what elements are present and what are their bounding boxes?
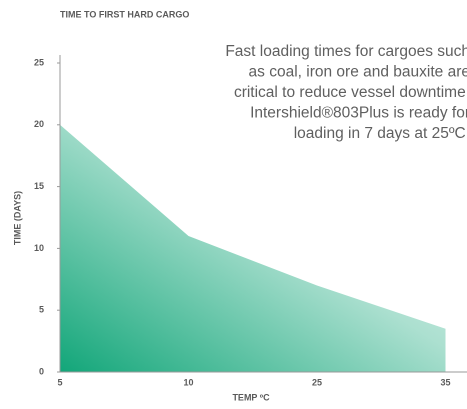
chart-title: TIME TO FIRST HARD CARGO: [60, 9, 189, 19]
y-tick-label: 20: [34, 119, 44, 129]
y-tick-label: 10: [34, 243, 44, 253]
y-tick-label: 15: [34, 181, 44, 191]
y-axis-label: TIME (DAYS): [12, 191, 22, 245]
annotation-line: as coal, iron ore and bauxite are: [249, 64, 467, 81]
x-tick-label: 25: [312, 377, 322, 387]
annotation-line: Fast loading times for cargoes such: [225, 43, 467, 60]
annotation-line: critical to reduce vessel downtime.: [234, 84, 467, 101]
x-axis-label: TEMP ºC: [232, 392, 270, 402]
y-tick-label: 25: [34, 57, 44, 67]
x-tick-label: 35: [440, 377, 450, 387]
annotation-line: Intershield®803Plus is ready for: [250, 105, 467, 122]
x-tick-label: 5: [57, 377, 62, 387]
x-tick-label: 10: [183, 377, 193, 387]
y-tick-label: 0: [39, 366, 44, 376]
annotation-line: loading in 7 days at 25ºC.: [294, 125, 467, 142]
y-tick-label: 5: [39, 305, 44, 315]
area: [60, 124, 446, 372]
